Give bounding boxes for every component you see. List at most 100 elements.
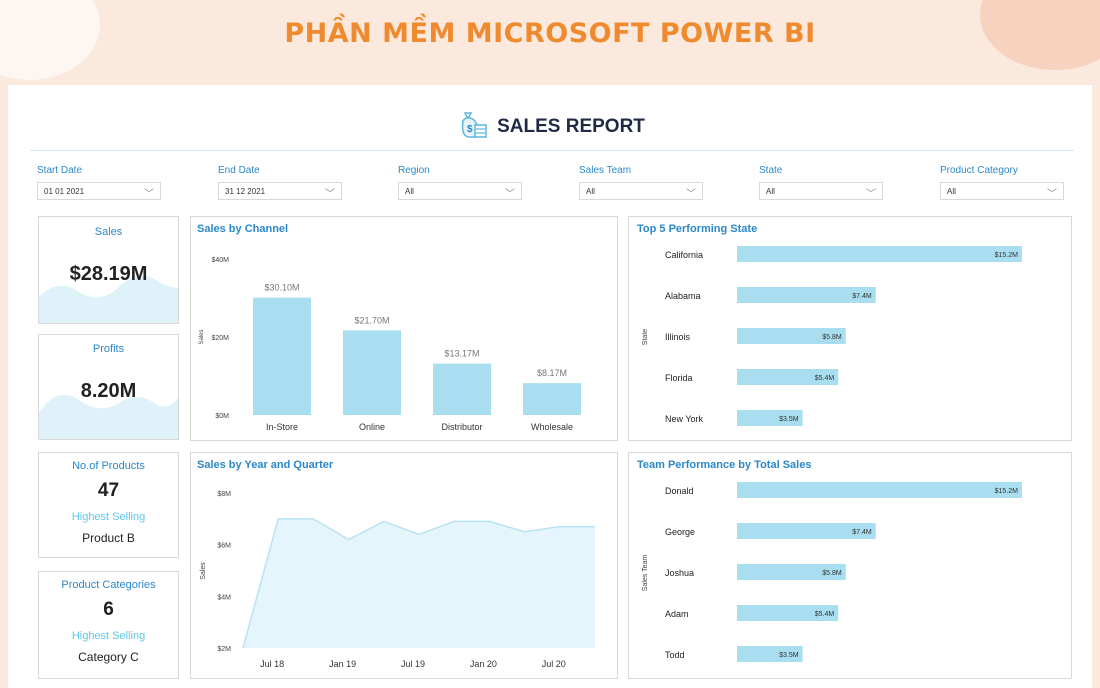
- filter-value: All: [766, 187, 775, 196]
- category-label: Donald: [665, 486, 694, 496]
- filter-label: End Date: [218, 165, 260, 176]
- y-tick-label: $8M: [217, 491, 231, 498]
- kpi-value: 6: [103, 599, 114, 620]
- kpi-subvalue: Product B: [82, 531, 135, 545]
- data-label: $13.17M: [444, 349, 479, 359]
- filter-start-date[interactable]: Start Date 01 01 2021 ﹀: [37, 165, 161, 200]
- filter-value: All: [947, 187, 956, 196]
- top-states-card[interactable]: Top 5 Performing State State California $1…: [628, 216, 1072, 441]
- data-label: $5.4M: [815, 375, 835, 382]
- sales-by-quarter-chart: $2M $4M $6M $8M Sales Jul 18 Jan 19 Jul 19 Jan 2…: [200, 491, 595, 669]
- product-category-select[interactable]: All ﹀: [940, 182, 1064, 200]
- filter-end-date[interactable]: End Date 31 12 2021 ﹀: [218, 165, 342, 200]
- filter-label: Product Category: [940, 165, 1018, 176]
- header-divider: [30, 150, 1074, 151]
- data-label: $5.4M: [815, 611, 835, 618]
- filter-sales-team[interactable]: Sales Team All ﹀: [579, 165, 703, 200]
- data-label: $30.10M: [264, 283, 299, 293]
- y-axis-label: State: [642, 329, 649, 345]
- filter-label: Region: [398, 165, 430, 176]
- category-label: New York: [665, 414, 704, 424]
- y-tick-label: $40M: [211, 257, 229, 264]
- x-tick-label: Jan 20: [470, 659, 497, 669]
- end-date-input[interactable]: 31 12 2021 ﹀: [218, 182, 342, 200]
- categories-kpi-card[interactable]: Product Categories 6 Highest Selling Cat…: [38, 571, 179, 679]
- sales-by-channel-chart: $0M $20M $40M Sales $30.10M In-Store $21.70M On…: [199, 257, 581, 432]
- start-date-input[interactable]: 01 01 2021 ﹀: [37, 182, 161, 200]
- kpi-value: $28.19M: [69, 263, 148, 285]
- money-bag-icon: $: [455, 107, 489, 146]
- filter-value: All: [405, 187, 414, 196]
- sales-sparkline: [39, 275, 178, 323]
- filter-label: Sales Team: [579, 165, 632, 176]
- sales-kpi-card[interactable]: Sales $28.19M: [38, 216, 179, 324]
- report-panel: $ SALES REPORT Start Date 01 01 2021 ﹀ En…: [8, 85, 1092, 688]
- y-axis-label: Sales Team: [642, 555, 649, 592]
- chart-title: Team Performance by Total Sales: [637, 459, 812, 471]
- chevron-down-icon: ﹀: [505, 189, 515, 200]
- filter-label: State: [759, 165, 783, 176]
- y-axis-label: Sales: [200, 562, 207, 580]
- filter-value: 01 01 2021: [44, 187, 85, 196]
- data-label: $15.2M: [995, 252, 1019, 259]
- sales-by-quarter-card[interactable]: Sales by Year and Quarter $2M $4M $6M $8M Sa…: [190, 452, 618, 679]
- category-label: Adam: [665, 609, 689, 619]
- sales-team-select[interactable]: All ﹀: [579, 182, 703, 200]
- kpi-title: Product Categories: [61, 579, 156, 591]
- y-tick-label: $0M: [215, 413, 229, 420]
- bar: [737, 564, 846, 580]
- filter-value: All: [586, 187, 595, 196]
- chevron-down-icon: ﹀: [1047, 189, 1057, 200]
- bar: [343, 330, 401, 415]
- category-label: George: [665, 527, 695, 537]
- category-label: Florida: [665, 373, 693, 383]
- bar: [253, 297, 311, 415]
- chevron-down-icon: ﹀: [866, 189, 876, 200]
- region-select[interactable]: All ﹀: [398, 182, 522, 200]
- x-tick-label: Online: [359, 422, 385, 432]
- x-tick-label: Jan 19: [329, 659, 356, 669]
- kpi-title: Sales: [94, 226, 123, 238]
- chevron-down-icon: ﹀: [325, 189, 335, 200]
- report-title: SALES REPORT: [497, 115, 645, 137]
- kpi-value: 8.20M: [80, 380, 137, 402]
- kpi-subvalue: Category C: [78, 650, 139, 664]
- svg-text:$: $: [467, 124, 473, 135]
- y-axis-label: Sales: [199, 329, 205, 344]
- bar: [737, 328, 846, 344]
- bar: [737, 605, 839, 621]
- bar: [737, 246, 1022, 262]
- data-label: $5.8M: [822, 334, 842, 341]
- products-kpi-card[interactable]: No.of Products 47 Highest Selling Produc…: [38, 452, 179, 558]
- data-label: $5.8M: [822, 570, 842, 577]
- y-tick-label: $20M: [211, 335, 229, 342]
- kpi-title: Profits: [92, 343, 125, 355]
- filter-product-category[interactable]: Product Category All ﹀: [940, 165, 1064, 200]
- bar: [433, 363, 491, 415]
- x-tick-label: Jul 20: [542, 659, 566, 669]
- state-select[interactable]: All ﹀: [759, 182, 883, 200]
- chevron-down-icon: ﹀: [144, 189, 154, 200]
- x-tick-label: Jul 18: [260, 659, 284, 669]
- y-tick-label: $4M: [217, 594, 231, 601]
- bar: [737, 369, 839, 385]
- sales-by-channel-card[interactable]: Sales by Channel $0M $20M $40M Sales $30.10M…: [190, 216, 618, 441]
- filter-region[interactable]: Region All ﹀: [398, 165, 522, 200]
- x-tick-label: Distributor: [441, 422, 482, 432]
- data-label: $15.2M: [995, 488, 1019, 495]
- data-label: $3.5M: [779, 416, 799, 423]
- bar: [737, 523, 876, 539]
- team-performance-card[interactable]: Team Performance by Total Sales Sales Te…: [628, 452, 1072, 679]
- x-tick-label: Wholesale: [531, 422, 573, 432]
- chart-title: Sales by Channel: [197, 223, 289, 235]
- data-label: $8.17M: [537, 368, 567, 378]
- bar: [737, 646, 803, 662]
- chevron-down-icon: ﹀: [686, 189, 696, 200]
- profits-kpi-card[interactable]: Profits 8.20M: [38, 334, 179, 440]
- report-header: $ SALES REPORT: [8, 107, 1092, 146]
- area-fill: [243, 518, 595, 648]
- banner-title: PHẦN MỀM MICROSOFT POWER BI: [284, 18, 816, 49]
- filter-state[interactable]: State All ﹀: [759, 165, 883, 200]
- filter-value: 31 12 2021: [225, 187, 266, 196]
- bar: [523, 383, 581, 415]
